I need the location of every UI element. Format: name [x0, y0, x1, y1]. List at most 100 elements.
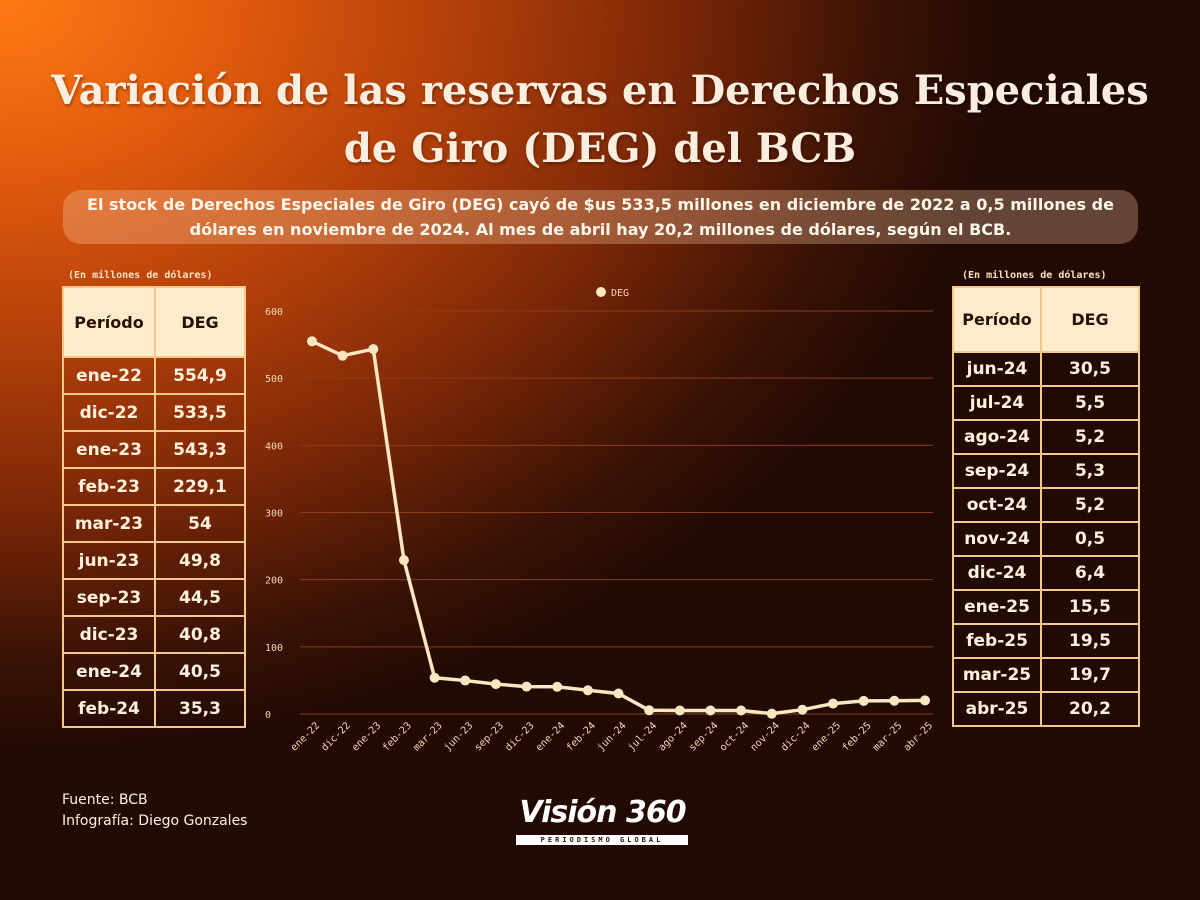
data-point — [674, 705, 685, 716]
value-cell: 49,8 — [154, 541, 246, 580]
data-point — [797, 704, 808, 715]
value-cell: 20,2 — [1040, 691, 1140, 727]
data-point — [552, 681, 563, 692]
value-cell: 543,3 — [154, 430, 246, 469]
left-header-value: DEG — [154, 286, 246, 358]
vision360-logo: Visión 360 — [519, 795, 686, 830]
period-cell: ene-25 — [952, 589, 1042, 625]
x-tick-label: feb-25 — [840, 720, 873, 753]
table-row: feb-25 19,5 — [952, 623, 1140, 659]
table-row: mar-23 54 — [62, 504, 246, 543]
x-axis: ene-22dic-22ene-23feb-23mar-23jun-23sep-… — [289, 720, 935, 753]
period-cell: dic-24 — [952, 555, 1042, 591]
value-cell: 5,2 — [1040, 419, 1140, 455]
series-layer — [307, 336, 930, 719]
logo-tagline: PERIODISMO GLOBAL — [516, 835, 688, 845]
data-point — [920, 695, 930, 706]
period-cell: dic-23 — [62, 615, 156, 654]
value-cell: 6,4 — [1040, 555, 1140, 591]
x-tick-label: jul-24 — [626, 720, 659, 753]
data-point — [460, 675, 471, 686]
data-point — [307, 336, 317, 347]
value-cell: 15,5 — [1040, 589, 1140, 625]
value-cell: 19,5 — [1040, 623, 1140, 659]
table-row: dic-23 40,8 — [62, 615, 246, 654]
period-cell: oct-24 — [952, 487, 1042, 523]
table-row: oct-24 5,2 — [952, 487, 1140, 523]
table-row: jun-23 49,8 — [62, 541, 246, 580]
right-header-value: DEG — [1040, 286, 1140, 353]
data-point — [828, 698, 839, 709]
data-point — [398, 555, 409, 566]
value-cell: 54 — [154, 504, 246, 543]
series-line — [311, 339, 926, 716]
x-tick-label: oct-24 — [718, 720, 751, 753]
data-point — [644, 705, 655, 716]
value-cell: 0,5 — [1040, 521, 1140, 557]
period-cell: abr-25 — [952, 691, 1042, 727]
subtitle-line-1: El stock de Derechos Especiales de Giro … — [87, 195, 1114, 214]
x-tick-label: dic-23 — [503, 720, 536, 753]
legend-marker — [596, 287, 606, 297]
x-tick-label: dic-22 — [319, 720, 352, 753]
x-tick-label: ene-22 — [289, 720, 322, 753]
right-header-period: Período — [952, 286, 1042, 353]
table-row: ene-23 543,3 — [62, 430, 246, 469]
legend-label: DEG — [611, 288, 629, 299]
y-tick-label: 0 — [265, 710, 271, 721]
value-cell: 5,5 — [1040, 385, 1140, 421]
x-tick-label: ene-23 — [350, 720, 383, 753]
value-cell: 5,2 — [1040, 487, 1140, 523]
x-tick-label: feb-24 — [565, 720, 598, 753]
data-point — [368, 344, 379, 355]
x-tick-label: dic-24 — [779, 720, 812, 753]
y-tick-label: 500 — [265, 374, 283, 385]
period-cell: mar-23 — [62, 504, 156, 543]
table-row: feb-23 229,1 — [62, 467, 246, 506]
value-cell: 40,8 — [154, 615, 246, 654]
data-point — [582, 685, 593, 696]
period-cell: dic-22 — [62, 393, 156, 432]
x-tick-label: abr-25 — [902, 720, 935, 753]
data-point — [490, 679, 501, 690]
right-table-unit-note: (En millones de dólares) — [962, 270, 1107, 281]
table-row: jun-24 30,5 — [952, 351, 1140, 387]
y-tick-label: 300 — [265, 509, 283, 520]
y-tick-label: 600 — [265, 307, 283, 318]
table-row: mar-25 19,7 — [952, 657, 1140, 693]
subtitle-banner: El stock de Derechos Especiales de Giro … — [63, 190, 1138, 244]
data-point — [521, 681, 532, 692]
data-point — [766, 708, 777, 719]
title-line-1: Variación de las reservas en Derechos Es… — [51, 67, 1149, 114]
x-tick-label: sep-23 — [473, 720, 506, 753]
left-header-period: Período — [62, 286, 156, 358]
subtitle-line-2: dólares en noviembre de 2024. Al mes de … — [189, 220, 1012, 239]
period-cell: mar-25 — [952, 657, 1042, 693]
value-cell: 30,5 — [1040, 351, 1140, 387]
x-tick-label: ago-24 — [657, 720, 690, 753]
source-note: Fuente: BCB — [62, 792, 148, 808]
table-row: ene-25 15,5 — [952, 589, 1140, 625]
period-cell: nov-24 — [952, 521, 1042, 557]
x-tick-label: nov-24 — [749, 720, 782, 753]
x-tick-label: mar-23 — [411, 720, 444, 753]
period-cell: ago-24 — [952, 419, 1042, 455]
table-row: dic-24 6,4 — [952, 555, 1140, 591]
period-cell: sep-24 — [952, 453, 1042, 489]
data-point — [705, 705, 716, 716]
table-row: sep-24 5,3 — [952, 453, 1140, 489]
credit-note: Infografía: Diego Gonzales — [62, 813, 248, 829]
y-axis: 0 100 200 300 400 500 600 — [265, 307, 283, 721]
value-cell: 5,3 — [1040, 453, 1140, 489]
table-row: ene-22 554,9 — [62, 356, 246, 395]
value-cell: 35,3 — [154, 689, 246, 728]
table-row: dic-22 533,5 — [62, 393, 246, 432]
period-cell: ene-24 — [62, 652, 156, 691]
right-data-table: Período DEG jun-24 30,5 jul-24 5,5 ago-24 5,2… — [952, 286, 1140, 727]
table-row: abr-25 20,2 — [952, 691, 1140, 727]
data-point — [889, 695, 900, 706]
x-tick-label: jun-23 — [442, 720, 475, 753]
table-row: jul-24 5,5 — [952, 385, 1140, 421]
left-table-unit-note: (En millones de dólares) — [68, 270, 213, 281]
